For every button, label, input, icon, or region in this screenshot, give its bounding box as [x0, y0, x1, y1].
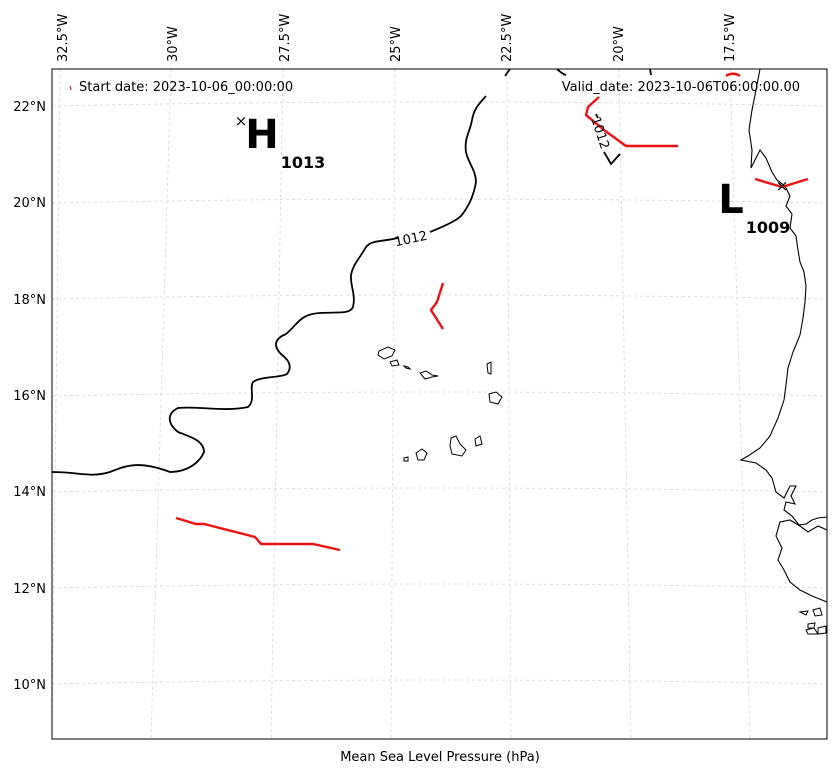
parallel-22n	[52, 101, 827, 107]
meridian-25w	[390, 69, 396, 739]
maio	[474, 435, 483, 447]
isobar-1012	[52, 237, 399, 476]
isobar-1012-north	[595, 113, 599, 119]
trough-central	[429, 282, 445, 330]
meridian-20w	[618, 69, 632, 739]
meridian-30w	[150, 69, 172, 739]
map-xlabel: Mean Sea Level Pressure (hPa)	[340, 750, 540, 765]
isobar-1012-north-upper	[504, 69, 511, 77]
sao-vicente	[389, 359, 400, 367]
longitude-labels: 32.5°W 30°W 27.5°W 25°W 22.5°W 20°W 17.5…	[56, 14, 738, 62]
meridian-17-5w	[729, 69, 751, 739]
africa-coastline	[739, 69, 827, 526]
high-center-marker: ×	[235, 112, 248, 130]
lon-label: 32.5°W	[56, 14, 71, 62]
boa-vista	[488, 391, 503, 405]
valid-date: Valid_date: 2023-10-06T06:00:00.00	[562, 80, 800, 95]
meridian-27-5w	[270, 69, 284, 739]
trough-east	[754, 177, 809, 189]
cape-verde-islands	[377, 346, 503, 462]
lat-label: 22°N	[13, 100, 46, 115]
isobar-1012-b	[429, 95, 487, 233]
parallel-14n	[52, 487, 827, 493]
high-symbol: H	[245, 112, 278, 158]
map-frame	[51, 68, 828, 740]
santa-luzia	[402, 365, 412, 370]
isobar-label-main: 1012	[393, 229, 428, 251]
trough-west	[175, 516, 341, 552]
santo-antao	[377, 346, 396, 360]
meridian-22-5w	[506, 69, 512, 739]
trough-top	[725, 72, 741, 78]
lat-label: 10°N	[13, 678, 46, 693]
lon-label: 20°W	[612, 26, 627, 62]
bijagos-islands	[798, 607, 827, 635]
santiago	[449, 435, 467, 457]
brava	[403, 456, 409, 462]
parallel-18n	[52, 294, 827, 300]
low-symbol: L	[718, 177, 744, 223]
fronts	[175, 72, 809, 552]
lat-label: 20°N	[13, 196, 46, 211]
lon-label: 17.5°W	[723, 14, 738, 62]
low-pressure-value: 1009	[746, 218, 791, 237]
graticule	[52, 69, 827, 739]
guinea-coast	[775, 519, 827, 603]
isobar-label-north: 1012	[587, 115, 611, 151]
lon-label: 22.5°W	[500, 14, 515, 62]
lat-label: 12°N	[13, 582, 46, 597]
fogo	[415, 448, 428, 461]
parallel-10n	[52, 679, 827, 685]
low-center-marker: ×	[776, 177, 789, 195]
lat-label: 18°N	[13, 293, 46, 308]
isobar-1012-north-b	[603, 151, 621, 166]
lon-label: 27.5°W	[278, 14, 293, 62]
lon-label: 25°W	[389, 26, 404, 62]
latitude-labels: 22°N 20°N 18°N 16°N 14°N 12°N 10°N	[13, 100, 46, 693]
trough-north	[584, 96, 678, 148]
meridian-32-5w	[52, 69, 61, 739]
parallel-16n	[52, 391, 827, 397]
legend-swatch	[69, 85, 72, 91]
start-date: Start date: 2023-10-06_00:00:00	[79, 80, 293, 95]
lat-label: 16°N	[13, 389, 46, 404]
parallel-12n	[52, 583, 827, 589]
sao-nicolau	[419, 370, 439, 380]
sal	[486, 361, 492, 375]
lat-label: 14°N	[13, 485, 46, 500]
isobar-north-arc	[556, 69, 652, 76]
high-pressure-value: 1013	[281, 153, 326, 172]
parallel-20n	[52, 198, 827, 204]
legend-start: Start date: 2023-10-06_00:00:00	[69, 80, 293, 95]
lon-label: 30°W	[166, 26, 181, 62]
